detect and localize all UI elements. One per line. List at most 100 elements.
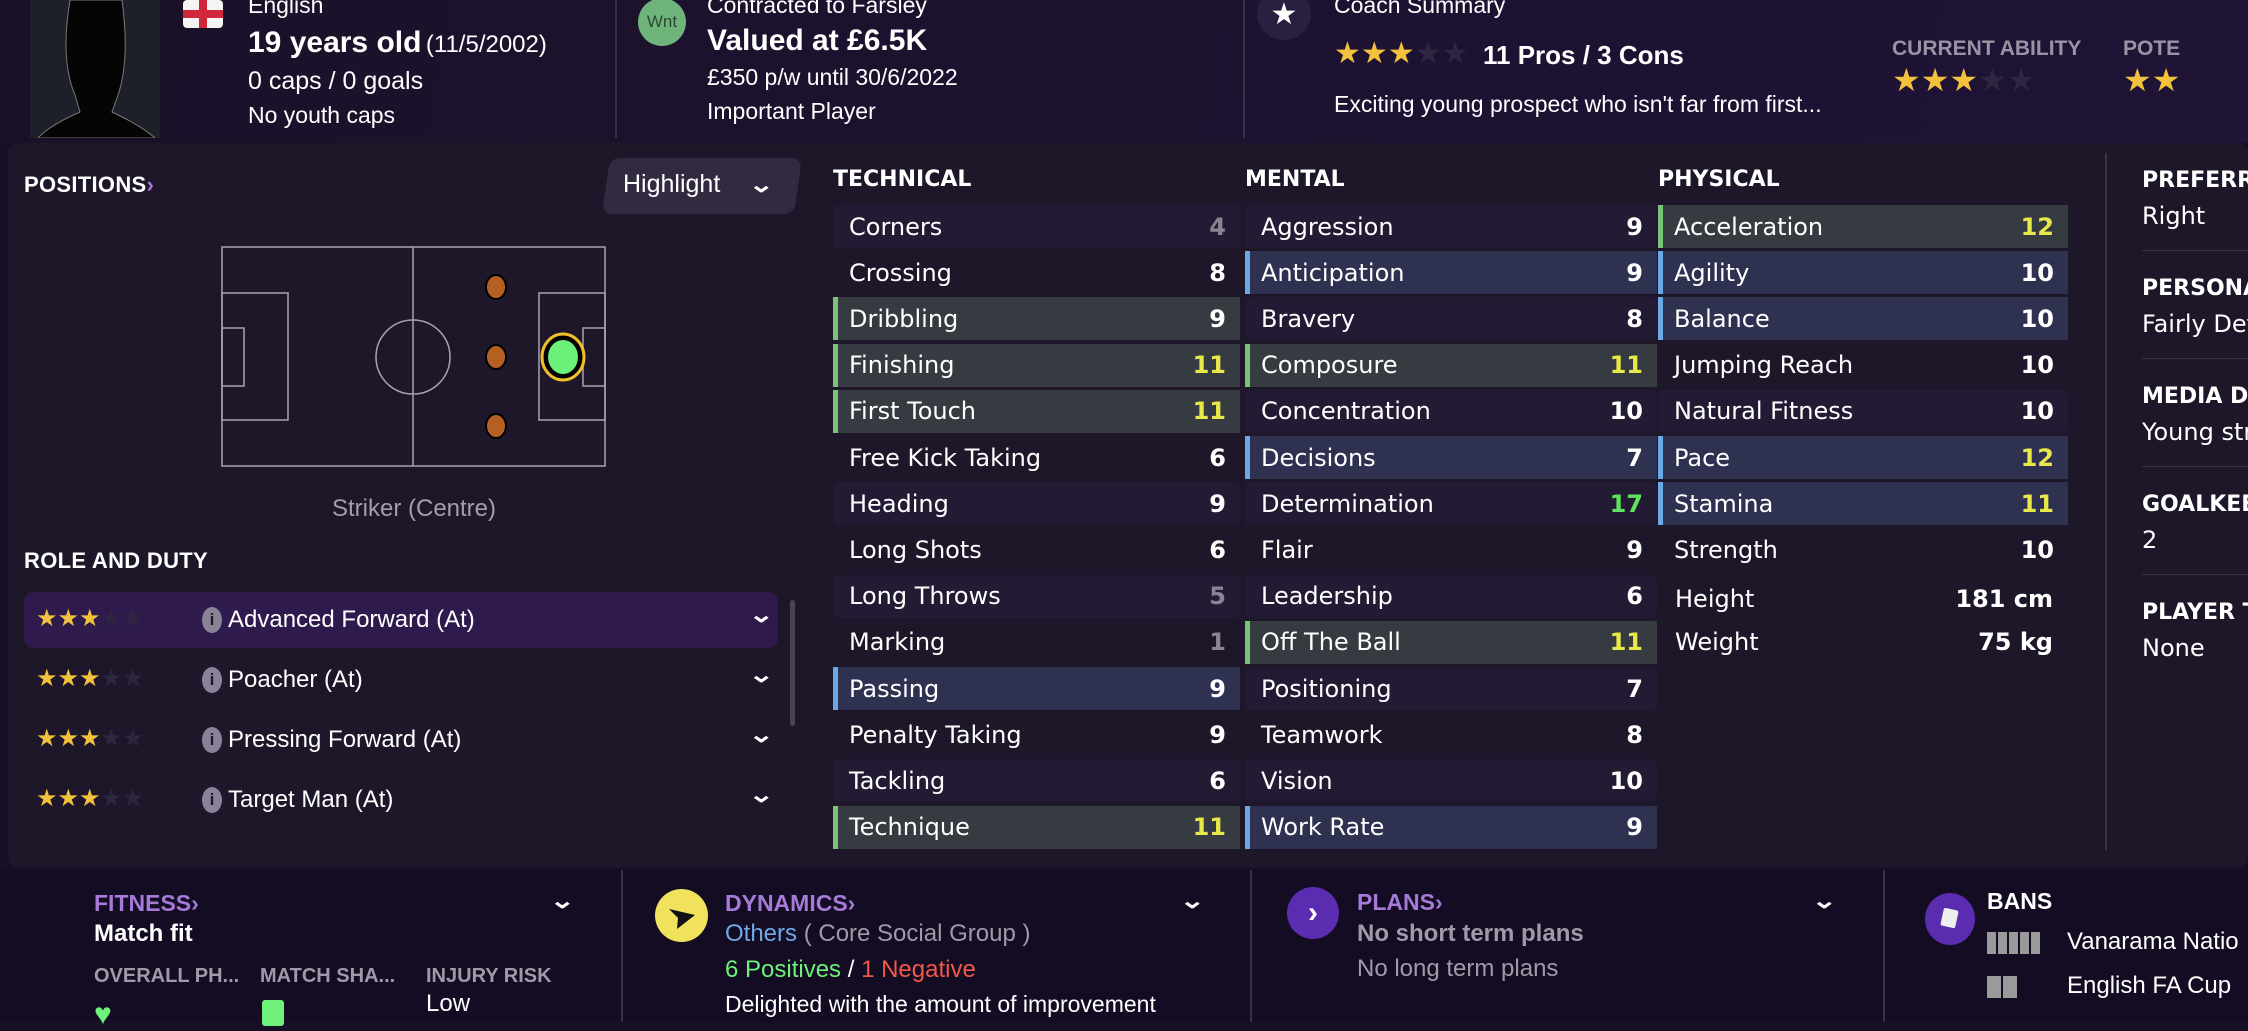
fitness-title: FITNESS	[94, 890, 192, 916]
role-item[interactable]: ★★★★★ i Target Man (At) ⌄	[24, 772, 778, 828]
attribute-row[interactable]: Positioning 7	[1245, 667, 1657, 710]
dynamics-link[interactable]: DYNAMICS›	[725, 890, 856, 916]
attribute-row[interactable]: Technique 11	[833, 805, 1240, 849]
potential-ability-label: POTE	[2123, 37, 2181, 60]
attribute-row[interactable]: Composure 11	[1245, 343, 1657, 387]
attribute-row[interactable]: Bravery 8	[1245, 297, 1657, 341]
role-label: Target Man (At)	[228, 786, 394, 813]
attribute-value: 6	[1626, 582, 1643, 611]
attribute-value: 4	[1209, 212, 1226, 241]
attribute-row[interactable]: Determination 17	[1245, 482, 1657, 526]
attribute-row[interactable]: Stamina 11	[1658, 482, 2068, 526]
attribute-row[interactable]: Long Throws 5	[833, 574, 1240, 618]
attribute-row[interactable]: Aggression 9	[1245, 205, 1657, 248]
info-value: None	[2142, 634, 2205, 662]
attribute-row[interactable]: Leadership 6	[1245, 574, 1657, 618]
attribute-row[interactable]: Natural Fitness 10	[1658, 389, 2068, 433]
pros-cons[interactable]: 11 Pros / 3 Cons	[1483, 40, 1684, 70]
attribute-row[interactable]: First Touch 11	[833, 389, 1240, 433]
long-term-plans: No long term plans	[1357, 955, 1559, 982]
attribute-row[interactable]: Marking 1	[833, 621, 1240, 664]
attribute-row[interactable]: Vision 10	[1245, 759, 1657, 803]
dynamics-expand-chevron-icon[interactable]: ⌄	[1179, 888, 1206, 913]
role-item[interactable]: ★★★★★ i Poacher (At) ⌄	[24, 652, 778, 708]
attribute-row[interactable]: Tackling 6	[833, 759, 1240, 803]
current-ability-label: CURRENT ABILITY	[1892, 37, 2082, 60]
attribute-name: Free Kick Taking	[849, 443, 1042, 472]
attribute-row[interactable]: Crossing 8	[833, 251, 1240, 294]
attribute-row[interactable]: Off The Ball 11	[1245, 620, 1657, 664]
attribute-row[interactable]: Anticipation 9	[1245, 251, 1657, 295]
star-icon: ★	[79, 785, 101, 812]
attribute-row[interactable]: Pace 12	[1658, 436, 2068, 479]
dynamics-title: DYNAMICS	[725, 890, 848, 916]
info-icon[interactable]: i	[202, 787, 222, 813]
mental-title: MENTAL	[1245, 167, 1345, 192]
current-ability-stars: ★★★★★	[1892, 64, 2035, 96]
height-value: 181 cm	[1955, 585, 2053, 613]
attribute-row[interactable]: Dribbling 9	[833, 297, 1240, 341]
attribute-name: First Touch	[849, 397, 977, 426]
attribute-name: Aggression	[1261, 212, 1394, 241]
info-icon[interactable]: i	[202, 607, 222, 633]
attribute-row[interactable]: Heading 9	[833, 482, 1240, 526]
star-icon: ★	[36, 665, 58, 692]
star-icon: ★	[36, 785, 58, 812]
info-icon[interactable]: i	[202, 667, 222, 693]
info-label: PLAYER T	[2142, 600, 2248, 625]
attribute-row[interactable]: Teamwork 8	[1245, 713, 1657, 756]
divider	[1883, 870, 1885, 1022]
positions-link[interactable]: POSITIONS›	[24, 172, 154, 198]
attribute-name: Crossing	[849, 258, 952, 287]
chevron-down-icon[interactable]: ⌄	[748, 662, 775, 687]
attribute-row[interactable]: Agility 10	[1658, 251, 2068, 295]
fitness-link[interactable]: FITNESS›	[94, 890, 199, 916]
attribute-row[interactable]: Acceleration 12	[1658, 205, 2068, 248]
info-value: Right	[2142, 202, 2206, 230]
england-flag-icon	[183, 0, 223, 28]
attribute-row[interactable]: Long Shots 6	[833, 528, 1240, 571]
attribute-row[interactable]: Passing 9	[833, 667, 1240, 710]
attribute-value: 6	[1209, 443, 1226, 472]
chevron-down-icon[interactable]: ⌄	[748, 602, 775, 627]
info-icon[interactable]: i	[202, 727, 222, 753]
attribute-row[interactable]: Decisions 7	[1245, 436, 1657, 479]
star-icon: ★	[1920, 62, 1950, 98]
attribute-row[interactable]: Corners 4	[833, 205, 1240, 248]
attribute-row[interactable]: Free Kick Taking 6	[833, 436, 1240, 479]
plans-link[interactable]: PLANS›	[1357, 889, 1443, 915]
chevron-down-icon[interactable]: ⌄	[748, 782, 775, 807]
roles-scrollbar[interactable]	[790, 600, 795, 726]
overall-physical-label: OVERALL PH...	[94, 965, 240, 987]
chevron-down-icon[interactable]: ⌄	[748, 722, 775, 747]
star-icon: ★	[1360, 37, 1388, 70]
attribute-value: 9	[1209, 674, 1226, 703]
role-label: Poacher (At)	[228, 666, 363, 693]
match-sharpness-label: MATCH SHA...	[260, 965, 396, 987]
social-group-name[interactable]: Others	[725, 920, 798, 947]
attribute-row[interactable]: Concentration 10	[1245, 389, 1657, 433]
dynamics-text: Delighted with the amount of improvement	[725, 991, 1156, 1017]
attribute-row[interactable]: Jumping Reach 10	[1658, 344, 2068, 387]
attribute-row[interactable]: Work Rate 9	[1245, 805, 1657, 849]
coach-stars: ★★★★★	[1334, 39, 1469, 69]
attribute-name: Off The Ball	[1261, 628, 1401, 657]
star-icon: ★	[100, 725, 123, 752]
attribute-value: 11	[1609, 628, 1643, 657]
attribute-value: 9	[1626, 212, 1643, 241]
attribute-row[interactable]: Penalty Taking 9	[833, 713, 1240, 756]
attribute-row[interactable]: Strength 10	[1658, 528, 2068, 571]
attribute-name: Marking	[849, 628, 946, 657]
attribute-value: 7	[1626, 443, 1643, 472]
role-item[interactable]: ★★★★★ i Advanced Forward (At) ⌄	[24, 592, 778, 648]
attribute-name: Dribbling	[849, 304, 959, 333]
role-item[interactable]: ★★★★★ i Pressing Forward (At) ⌄	[24, 712, 778, 768]
contract: Contracted to Farsley	[707, 0, 927, 18]
attribute-name: Long Shots	[849, 535, 982, 564]
attribute-row[interactable]: Flair 9	[1245, 528, 1657, 571]
fitness-expand-chevron-icon[interactable]: ⌄	[549, 888, 576, 913]
club-badge[interactable]: Wnt	[638, 0, 686, 46]
attribute-row[interactable]: Balance 10	[1658, 297, 2068, 341]
attribute-row[interactable]: Finishing 11	[833, 343, 1240, 387]
plans-expand-chevron-icon[interactable]: ⌄	[1811, 888, 1838, 913]
